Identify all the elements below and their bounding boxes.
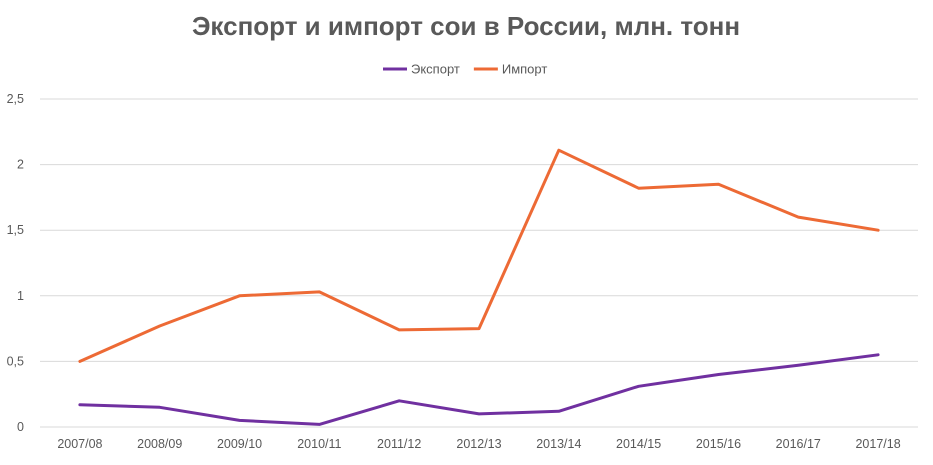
x-tick-label: 2017/18 <box>855 437 900 451</box>
chart-title: Экспорт и импорт сои в России, млн. тонн <box>192 11 740 41</box>
data-point <box>158 406 161 409</box>
data-point <box>238 419 241 422</box>
data-point <box>477 412 481 416</box>
y-tick-label: 1 <box>17 289 24 303</box>
y-axis: 0 0,5 1 1,5 2 2,5 <box>7 92 24 434</box>
legend-label: Импорт <box>502 62 547 77</box>
data-point <box>318 423 321 426</box>
x-tick-label: 2010/11 <box>297 437 341 451</box>
x-tick-label: 2016/17 <box>776 437 821 451</box>
y-tick-label: 0 <box>17 420 24 434</box>
data-point <box>637 187 640 190</box>
x-tick-label: 2015/16 <box>696 437 741 451</box>
data-point <box>158 324 161 328</box>
legend-label: Экспорт <box>411 62 460 77</box>
data-point <box>557 148 561 152</box>
data-point <box>318 290 321 294</box>
series-group <box>78 148 880 426</box>
data-point <box>717 373 720 376</box>
data-point <box>397 328 401 332</box>
data-point <box>876 353 880 357</box>
data-point <box>557 410 561 413</box>
x-tick-label: 2012/13 <box>456 437 501 451</box>
x-tick-label: 2013/14 <box>536 437 581 451</box>
x-tick-label: 2009/10 <box>217 437 262 451</box>
y-tick-label: 0,5 <box>7 354 24 368</box>
data-point <box>78 403 82 406</box>
y-tick-label: 2,5 <box>7 92 24 106</box>
gridlines <box>40 98 918 428</box>
legend: Экспорт Импорт <box>383 62 547 77</box>
data-point <box>78 360 82 363</box>
x-tick-label: 2008/09 <box>137 437 182 451</box>
y-tick-label: 2 <box>17 158 24 172</box>
data-point <box>797 215 800 219</box>
data-point <box>797 364 800 367</box>
data-point <box>876 229 880 232</box>
x-tick-label: 2014/15 <box>616 437 661 451</box>
y-tick-label: 1,5 <box>7 223 24 237</box>
data-point <box>397 399 401 402</box>
x-axis: 2007/08 2008/09 2009/10 2010/11 2011/12 2012/… <box>57 437 900 451</box>
data-point <box>717 183 720 186</box>
x-tick-label: 2007/08 <box>57 437 102 451</box>
x-tick-label: 2011/12 <box>377 437 421 451</box>
data-point <box>637 385 640 388</box>
data-point <box>238 294 241 297</box>
data-point <box>477 327 481 330</box>
